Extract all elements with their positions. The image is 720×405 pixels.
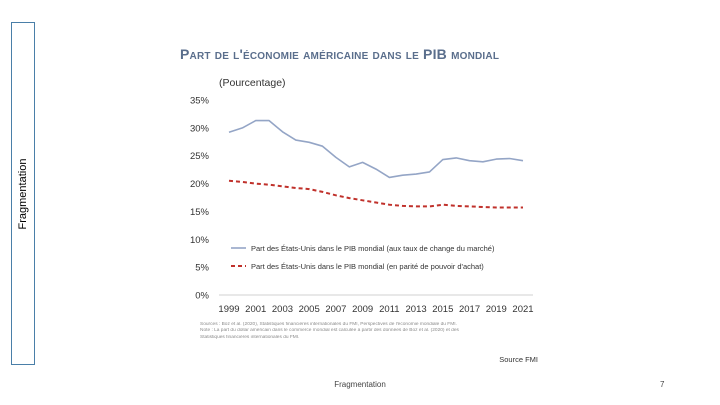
chart-source: Source FMI <box>499 355 538 364</box>
x-tick-label: 2021 <box>512 304 533 315</box>
series-line-2 <box>228 179 523 209</box>
legend-label: Part des États-Unis dans le PIB mondial … <box>251 262 484 271</box>
x-tick-label: 2011 <box>379 304 399 315</box>
series-line-1 <box>228 119 524 179</box>
side-label-box: Fragmentation <box>11 22 35 365</box>
x-tick-label: 2007 <box>325 304 346 315</box>
y-tick-label: 30% <box>190 123 210 134</box>
x-tick-label: 2009 <box>352 304 373 315</box>
y-tick-label: 20% <box>190 179 210 190</box>
legend-label: Part des États-Unis dans le PIB mondial … <box>251 244 495 253</box>
y-tick-label: 5% <box>195 263 209 274</box>
x-tick-label: 2003 <box>272 304 293 315</box>
x-tick-label: 2001 <box>245 304 266 315</box>
x-tick-label: 2005 <box>299 304 320 315</box>
y-tick-label: 35% <box>190 96 210 107</box>
x-tick-label: 2015 <box>432 304 453 315</box>
chart-subtitle: (Pourcentage) <box>219 77 286 89</box>
y-tick-label: 15% <box>190 207 210 218</box>
note-line: Note : La part du dollar américain dans … <box>200 328 459 334</box>
x-tick-label: 2017 <box>459 304 480 315</box>
slide-footer: Fragmentation <box>334 380 386 389</box>
note-line: Sources : Boz et al. (2020), Statistique… <box>200 322 457 327</box>
y-tick-label: 10% <box>190 235 210 246</box>
page-number: 7 <box>660 380 665 389</box>
chart-title: Part de l'économie américaine dans le PI… <box>180 46 500 62</box>
y-tick-label: 0% <box>195 291 209 302</box>
x-tick-label: 2019 <box>486 304 507 315</box>
chart-notes: Sources : Boz et al. (2020), Statistique… <box>200 322 545 341</box>
x-tick-label: 1999 <box>218 304 239 315</box>
note-line: Statistiques financières internationales… <box>200 334 300 340</box>
y-tick-label: 25% <box>190 151 210 162</box>
x-tick-label: 2013 <box>406 304 427 315</box>
